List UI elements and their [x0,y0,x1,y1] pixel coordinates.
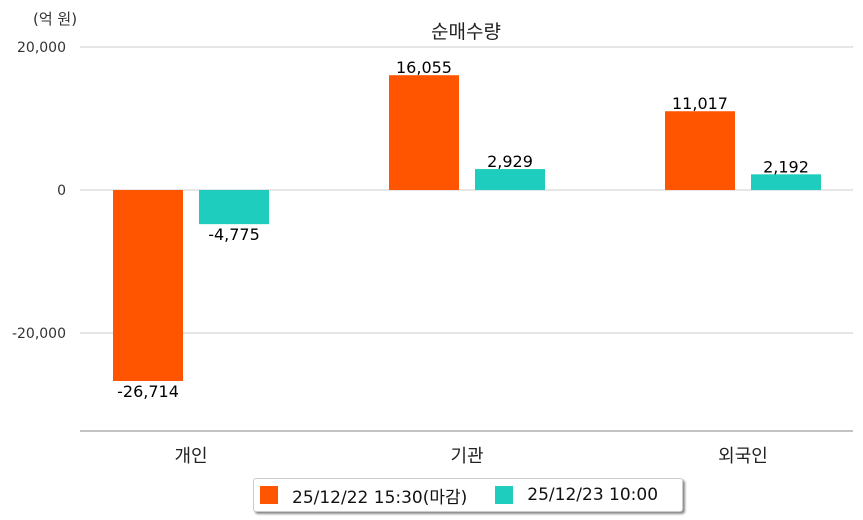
chart-title: 순매수량 [431,21,501,43]
legend-label: 25/12/22 15:30(마감) [292,487,468,508]
x-tick-label: 개인 [174,446,207,467]
legend: 25/12/22 15:30(마감) 25/12/23 10:00 [253,478,683,512]
x-tick-label: 외국인 [718,446,768,467]
data-label: 2,192 [763,157,809,176]
data-label: 16,055 [396,58,452,77]
y-tick-label: 20,000 [17,40,66,56]
data-label: -4,775 [208,225,260,244]
bar[interactable] [475,169,545,190]
bar[interactable] [199,190,269,225]
x-tick-label: 기관 [450,446,483,467]
legend-item-series-1[interactable]: 25/12/22 15:30(마감) [254,483,467,508]
y-tick-label: 0 [57,183,66,199]
y-unit-label: (억 원) [33,10,77,28]
legend-swatch-orange [260,486,278,504]
data-label: 2,929 [487,152,533,171]
bar[interactable] [751,174,821,190]
legend-item-series-2[interactable]: 25/12/23 10:00 [489,485,658,505]
bar[interactable] [389,75,459,190]
chart: (억 원) 순매수량 20,000 0 -20,000 -26,714 -4,775 1… [12,10,853,467]
y-tick-label: -20,000 [12,326,66,342]
bar[interactable] [113,190,183,382]
data-label: 11,017 [672,94,728,113]
legend-label: 25/12/23 10:00 [527,485,659,505]
bar[interactable] [665,111,735,190]
data-label: -26,714 [117,382,179,401]
legend-swatch-teal [495,486,514,504]
